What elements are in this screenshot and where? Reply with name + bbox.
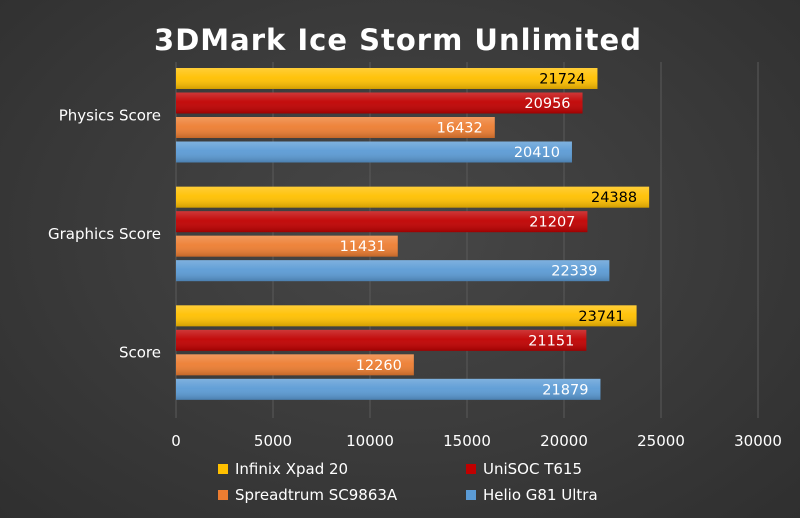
data-label: 24388 (591, 190, 637, 206)
bar-shading (176, 186, 650, 208)
category-label: Score (119, 344, 161, 362)
x-tick-label: 25000 (637, 432, 685, 450)
legend-swatch (466, 464, 476, 474)
category-label: Physics Score (59, 106, 161, 124)
bar-shading (176, 117, 495, 138)
bar-shading (176, 378, 601, 400)
x-tick-label: 5000 (254, 432, 292, 450)
bar-shading (176, 260, 610, 282)
data-label: 21151 (528, 333, 574, 349)
bars (176, 68, 650, 400)
category-labels: Physics Score Graphics Score Score (48, 106, 161, 361)
data-label: 21724 (539, 72, 585, 88)
data-label: 21207 (529, 215, 575, 231)
bar-shading (176, 92, 583, 114)
bar-shading (176, 329, 587, 351)
chart-title: 3DMark Ice Storm Unlimited (154, 23, 642, 57)
data-label: 21879 (542, 382, 588, 398)
data-labels: 21724 20956 16432 20410 24388 21207 11431 22339… (340, 72, 638, 399)
x-axis-ticks: 0 5000 10000 15000 20000 25000 30000 (171, 432, 782, 450)
data-label: 16432 (437, 121, 483, 137)
legend-swatch (218, 490, 228, 500)
x-tick-label: 20000 (540, 432, 588, 450)
bar-shading (176, 235, 398, 257)
legend-label: Spreadtrum SC9863A (235, 486, 398, 504)
data-label: 12260 (356, 358, 402, 374)
x-tick-label: 15000 (443, 432, 491, 450)
bar-shading (176, 305, 637, 327)
category-label: Graphics Score (48, 225, 161, 243)
x-tick-label: 30000 (734, 432, 782, 450)
legend-label: Helio G81 Ultra (483, 486, 598, 504)
legend-swatch (466, 490, 476, 500)
bar-shading (176, 141, 572, 163)
legend: Infinix Xpad 20 UniSOC T615 Spreadtrum SC9… (218, 460, 598, 504)
data-label: 22339 (551, 264, 597, 280)
x-tick-label: 10000 (346, 432, 394, 450)
bar-shading (176, 68, 598, 89)
legend-label: Infinix Xpad 20 (235, 460, 348, 478)
data-label: 20956 (524, 96, 570, 112)
bar-shading (176, 354, 414, 376)
x-tick-label: 0 (171, 432, 181, 450)
bar-shading (176, 211, 588, 233)
data-label: 20410 (514, 145, 560, 161)
data-label: 23741 (578, 309, 624, 325)
legend-swatch (218, 464, 228, 474)
legend-label: UniSOC T615 (483, 460, 582, 478)
data-label: 11431 (340, 239, 386, 255)
